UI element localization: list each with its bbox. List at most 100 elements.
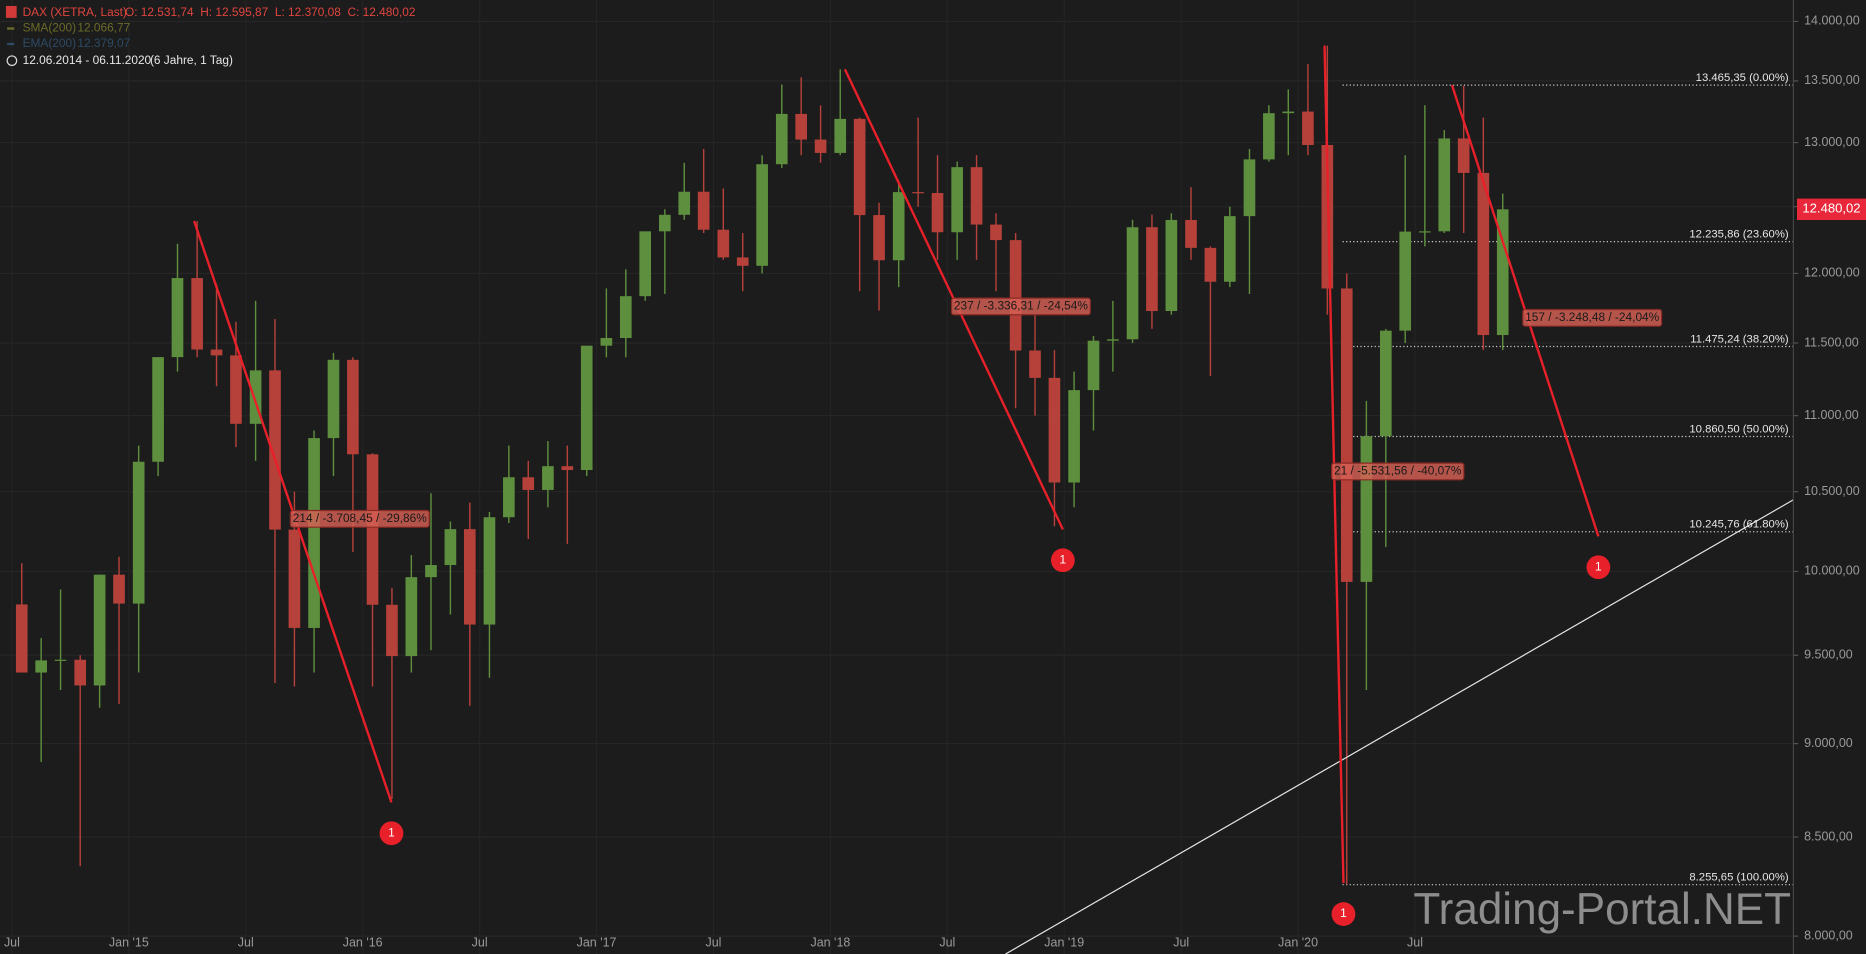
x-tick-label: Jan '16	[343, 936, 383, 950]
candle-body	[873, 215, 885, 261]
x-tick-label: Jan '20	[1278, 936, 1318, 950]
candle-body	[93, 574, 106, 686]
candle-body	[405, 577, 418, 657]
candle-body	[503, 477, 515, 518]
fib-label: 13.465,35 (0.00%)	[1696, 72, 1789, 84]
candle-body	[1282, 111, 1295, 114]
indicator-name: SMA(200)	[23, 21, 77, 35]
y-tick-label: 11.500,00	[1804, 335, 1859, 349]
y-tick-label: 9.500,00	[1804, 648, 1853, 662]
candle-body	[132, 461, 145, 604]
candle-body	[931, 193, 944, 233]
y-tick-label: 13.000,00	[1804, 135, 1860, 149]
clock-icon	[6, 55, 18, 67]
candle-body	[814, 139, 827, 153]
drawing-marker	[379, 821, 404, 846]
x-tick-label: Jan '18	[810, 936, 850, 950]
candle-body	[463, 529, 476, 625]
candle-body	[717, 229, 730, 258]
watermark: Trading-Portal.NET	[1413, 885, 1791, 934]
candle-body	[619, 296, 632, 339]
candle-body	[249, 370, 262, 424]
candle-body	[269, 370, 281, 530]
x-tick-label: Jan '17	[577, 936, 617, 950]
candle-body	[1419, 231, 1431, 233]
y-tick-label: 10.500,00	[1804, 484, 1860, 498]
candle-body	[697, 191, 710, 230]
candle-body	[1165, 219, 1178, 312]
drawing-marker-label: 1	[1340, 906, 1347, 920]
candle-body	[561, 466, 574, 471]
fib-label: 10.245,76 (61.80%)	[1689, 519, 1788, 531]
candle-body	[600, 338, 613, 346]
ohlc: O: 12.531,74 H: 12.595,87 L: 12.370,08 C…	[125, 5, 416, 19]
y-tick-label: 14.000,00	[1804, 14, 1860, 28]
candle-body	[1048, 377, 1061, 483]
x-tick-label: Jan '15	[109, 936, 149, 950]
drawing-label: 157 / -3.248,48 / -24,04%	[1525, 310, 1659, 324]
candle-body	[74, 659, 87, 686]
fib-label: 8.255,65 (100.00%)	[1689, 872, 1788, 884]
candle-body	[756, 164, 768, 266]
x-tick-label: Jul	[238, 936, 254, 950]
candle-body	[970, 167, 983, 225]
drawing-marker	[1050, 548, 1075, 573]
candle-body	[35, 660, 47, 673]
candle-body	[1379, 330, 1392, 437]
candle-body	[54, 659, 67, 661]
y-tick-label: 8.500,00	[1804, 829, 1853, 843]
candle-body	[853, 118, 866, 216]
candle-body	[288, 529, 301, 628]
candle-body	[327, 359, 340, 439]
candle-body	[444, 529, 457, 566]
candle-body	[1457, 138, 1470, 173]
y-tick-label: 11.000,00	[1804, 408, 1859, 422]
fib-label: 11.475,24 (38.20%)	[1690, 333, 1789, 345]
drawing-label-box	[1522, 308, 1663, 327]
trend-line	[1005, 499, 1794, 954]
fib-label: 12.235,86 (23.60%)	[1689, 228, 1788, 240]
last-price-label: 12.480,02	[1802, 201, 1860, 216]
indicator-value: 12.066,77	[77, 21, 130, 35]
candle-body	[1243, 159, 1256, 217]
candle-body	[1146, 227, 1158, 312]
candle-body	[171, 278, 184, 358]
candle-body	[366, 454, 379, 605]
candle-body	[1185, 219, 1197, 248]
candle-body	[483, 517, 496, 625]
candle-body	[678, 191, 691, 215]
fib-label: 10.860,50 (50.00%)	[1689, 423, 1788, 435]
candle-body	[990, 224, 1002, 241]
candle-body	[152, 357, 164, 462]
candle-body	[113, 574, 125, 604]
indicator-name: EMA(200)	[23, 36, 77, 50]
y-tick-label: 8.000,00	[1804, 928, 1853, 942]
drawing-label-box	[1331, 462, 1465, 481]
candle-body	[15, 604, 28, 673]
candle-body	[1263, 113, 1275, 160]
y-tick-label: 13.500,00	[1804, 73, 1860, 87]
candle-body	[1107, 339, 1119, 341]
x-tick-label: Jul	[1407, 936, 1423, 950]
candle-body	[230, 355, 242, 424]
candle-body	[1126, 227, 1139, 340]
candle-body	[1340, 288, 1353, 582]
x-tick-label: Jul	[1173, 936, 1189, 950]
indicator-value: 12.379,07	[77, 36, 130, 50]
candle-body	[308, 438, 320, 628]
drawing-label: 21 / -5.531,56 / -40,07%	[1334, 464, 1462, 478]
instrument: DAX (XETRA, Last)	[23, 5, 127, 19]
candle-body	[736, 257, 749, 266]
candle-body	[1438, 138, 1451, 232]
drawing-label-box	[950, 297, 1091, 316]
candle-body	[1224, 216, 1236, 282]
candle-body	[210, 349, 223, 356]
candle-body	[542, 466, 554, 490]
candle-body	[951, 167, 963, 233]
y-tick-label: 9.000,00	[1804, 736, 1853, 750]
candle-body	[347, 359, 359, 455]
y-tick-label: 12.000,00	[1804, 266, 1860, 280]
drawing-label: 214 / -3.708,45 / -29,86%	[293, 511, 427, 525]
x-tick-label: Jan '19	[1044, 936, 1084, 950]
